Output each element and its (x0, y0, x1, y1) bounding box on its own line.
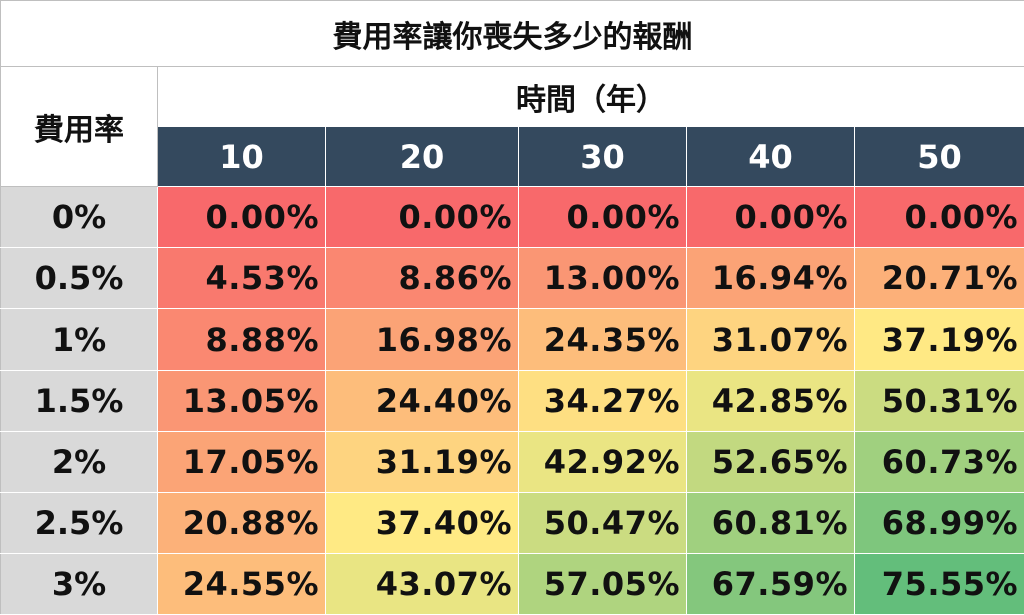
year-header-10: 10 (157, 126, 326, 188)
value-cell: 31.07% (686, 308, 855, 371)
value-cell: 13.00% (518, 247, 687, 310)
value-cell: 52.65% (686, 430, 855, 493)
value-cell: 0.00% (853, 186, 1024, 249)
value-cell: 50.47% (518, 491, 687, 554)
rate-label: 0.5% (0, 247, 158, 310)
rate-column-header: 費用率 (0, 66, 158, 188)
value-cell: 24.40% (325, 369, 519, 432)
value-cell: 13.05% (157, 369, 326, 432)
value-cell: 17.05% (157, 430, 326, 493)
rate-label: 0% (0, 186, 158, 249)
value-cell: 34.27% (518, 369, 687, 432)
table-row: 2.5% 20.88% 37.40% 50.47% 60.81% 68.99% (0, 491, 1024, 554)
value-cell: 0.00% (325, 186, 519, 249)
table-row: 1.5% 13.05% 24.40% 34.27% 42.85% 50.31% (0, 369, 1024, 432)
table-row: 1% 8.88% 16.98% 24.35% 31.07% 37.19% (0, 308, 1024, 371)
year-header-30: 30 (518, 126, 687, 188)
table-title: 費用率讓你喪失多少的報酬 (0, 0, 1024, 68)
table-row: 2% 17.05% 31.19% 42.92% 52.65% 60.73% (0, 430, 1024, 493)
value-cell: 42.92% (518, 430, 687, 493)
value-cell: 20.88% (157, 491, 326, 554)
value-cell: 50.31% (853, 369, 1024, 432)
rate-label: 1% (0, 308, 158, 371)
value-cell: 67.59% (686, 552, 855, 615)
value-cell: 37.40% (325, 491, 519, 554)
table-row: 0.5% 4.53% 8.86% 13.00% 16.94% 20.71% (0, 247, 1024, 310)
value-cell: 20.71% (853, 247, 1024, 310)
year-header-50: 50 (853, 126, 1024, 188)
value-cell: 0.00% (518, 186, 687, 249)
value-cell: 24.55% (157, 552, 326, 615)
value-cell: 0.00% (686, 186, 855, 249)
year-header-40: 40 (686, 126, 855, 188)
value-cell: 75.55% (853, 552, 1024, 615)
value-cell: 42.85% (686, 369, 855, 432)
table-row: 0% 0.00% 0.00% 0.00% 0.00% 0.00% (0, 186, 1024, 249)
value-cell: 8.88% (157, 308, 326, 371)
value-cell: 8.86% (325, 247, 519, 310)
year-header-20: 20 (325, 126, 519, 188)
rate-label: 3% (0, 552, 158, 615)
table-row: 3% 24.55% 43.07% 57.05% 67.59% 75.55% (0, 552, 1024, 615)
value-cell: 16.94% (686, 247, 855, 310)
value-cell: 16.98% (325, 308, 519, 371)
value-cell: 43.07% (325, 552, 519, 615)
value-cell: 31.19% (325, 430, 519, 493)
value-cell: 68.99% (853, 491, 1024, 554)
value-cell: 24.35% (518, 308, 687, 371)
value-cell: 60.81% (686, 491, 855, 554)
rate-label: 1.5% (0, 369, 158, 432)
value-cell: 0.00% (157, 186, 326, 249)
value-cell: 60.73% (853, 430, 1024, 493)
rate-label: 2.5% (0, 491, 158, 554)
value-cell: 57.05% (518, 552, 687, 615)
time-group-header: 時間（年） (156, 66, 1024, 128)
value-cell: 4.53% (157, 247, 326, 310)
rate-label: 2% (0, 430, 158, 493)
value-cell: 37.19% (853, 308, 1024, 371)
